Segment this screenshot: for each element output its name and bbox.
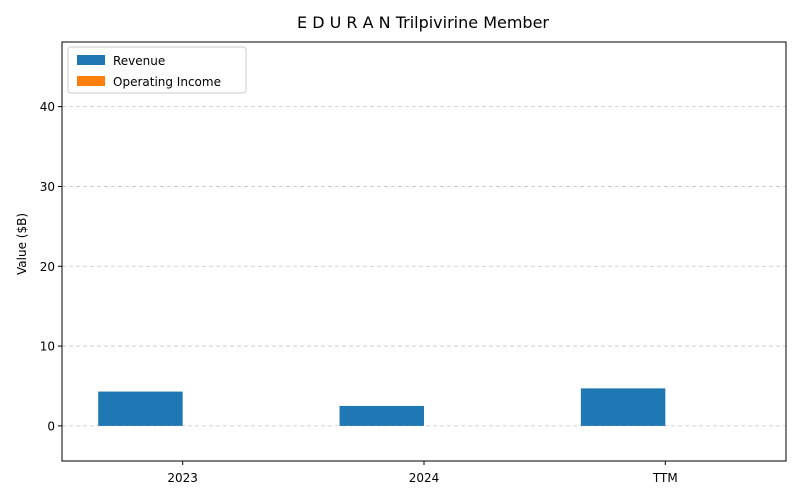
chart-title: E D U R A N Trilpivirine Member xyxy=(297,13,549,32)
y-tick-label: 40 xyxy=(40,100,55,114)
x-tick-label: TTM xyxy=(652,471,678,485)
y-tick-label: 20 xyxy=(40,260,55,274)
x-tick-label: 2024 xyxy=(409,471,440,485)
y-tick-label: 10 xyxy=(40,340,55,354)
legend: Revenue Operating Income xyxy=(68,47,246,93)
legend-entry: Operating Income xyxy=(113,75,221,89)
legend-swatch xyxy=(77,55,105,65)
y-tick-label: 30 xyxy=(40,180,55,194)
bar-revenue-ttm xyxy=(581,388,665,426)
legend-swatch xyxy=(77,76,105,86)
bar-revenue-2023 xyxy=(98,392,182,426)
x-tick-label: 2023 xyxy=(167,471,198,485)
bar-revenue-2024 xyxy=(340,406,424,426)
y-tick-label: 0 xyxy=(47,419,55,433)
y-axis-label: Value ($B) xyxy=(15,213,29,275)
legend-entry: Revenue xyxy=(113,54,165,68)
